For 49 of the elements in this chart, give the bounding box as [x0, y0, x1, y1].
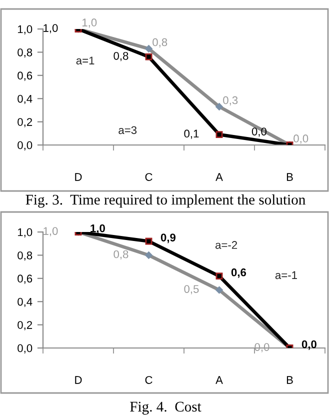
- x-tick-label: B: [286, 376, 293, 384]
- x-tick-label: D: [75, 173, 82, 181]
- data-label: 0,6: [231, 268, 246, 278]
- data-label: 1,0: [82, 18, 97, 28]
- point: [145, 238, 152, 245]
- x-tick-label: B: [286, 173, 293, 181]
- x-tick-label: A: [216, 173, 223, 181]
- data-label: 0,1: [184, 130, 199, 139]
- data-label: 0,8: [152, 38, 168, 48]
- annotation: a=-1: [275, 271, 297, 280]
- y-tick-label: 0,2: [18, 118, 32, 128]
- x-tick-label: C: [145, 376, 152, 384]
- y-tick-label: 0,6: [18, 72, 32, 81]
- y-tick-label: 0,0: [18, 141, 32, 150]
- data-label: 1,0: [44, 24, 58, 34]
- data-label: 0,8: [114, 250, 128, 260]
- y-tick-label: 0,4: [18, 94, 32, 104]
- point: [216, 272, 223, 280]
- point: [145, 53, 152, 60]
- point: [216, 286, 223, 294]
- annotation: a=1: [76, 56, 94, 64]
- data-label: 1,0: [44, 227, 58, 236]
- point: [216, 131, 223, 138]
- y-tick-label: 1,0: [18, 228, 32, 238]
- data-label: 0,5: [184, 285, 199, 294]
- y-tick-label: 0,2: [18, 321, 32, 330]
- y-tick-label: 0,0: [18, 344, 32, 354]
- x-tick-label: C: [145, 173, 152, 181]
- x-tick-label: A: [216, 376, 223, 384]
- annotation: a=-2: [216, 241, 238, 249]
- annotation: a=3: [118, 126, 137, 134]
- x-tick-label: D: [75, 376, 82, 384]
- text: Fig. 4. Cost: [130, 402, 202, 415]
- data-label: 0,8: [114, 52, 128, 62]
- data-label: 0,3: [223, 96, 238, 106]
- point: [216, 103, 223, 110]
- data-label: 0,9: [160, 234, 176, 244]
- y-tick-label: 1,0: [18, 25, 32, 34]
- y-tick-label: 0,8: [18, 48, 32, 58]
- data-label: 0,0: [302, 340, 316, 350]
- data-label: 1,0: [90, 224, 105, 234]
- y-tick-label: 0,6: [18, 274, 32, 284]
- y-tick-label: 0,4: [18, 298, 32, 308]
- y-tick-label: 0,8: [18, 251, 32, 261]
- data-label: 0,0: [252, 128, 266, 137]
- point: [145, 252, 152, 259]
- point: [145, 45, 152, 52]
- text: Fig. 3. Time required to implement the solution: [26, 194, 306, 208]
- data-label: 0,0: [294, 134, 308, 144]
